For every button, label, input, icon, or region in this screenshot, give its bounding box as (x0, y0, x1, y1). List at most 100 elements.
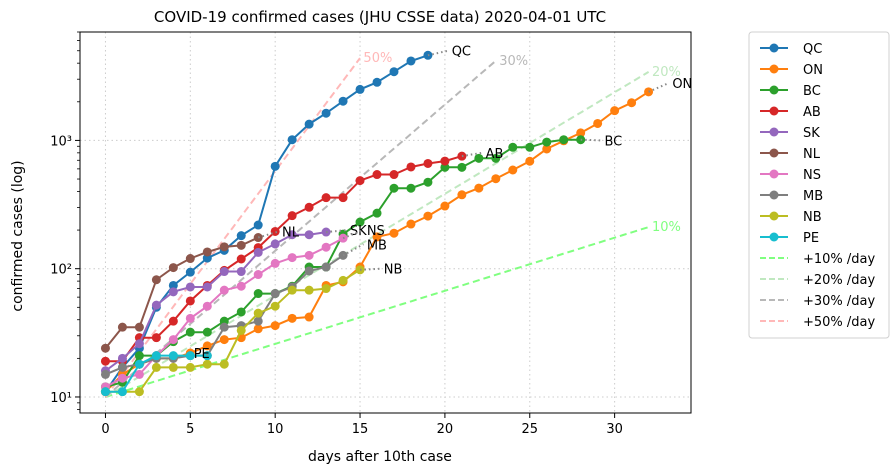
data-point (287, 211, 297, 221)
data-point (219, 322, 229, 332)
chart-title: COVID-19 confirmed cases (JHU CSSE data)… (154, 8, 606, 26)
data-point (440, 162, 450, 172)
series-PE (100, 351, 212, 397)
legend-item: NL (760, 147, 821, 162)
legend-label: NL (803, 147, 821, 162)
reference-line-20% (104, 71, 650, 398)
x-tick-label: 15 (352, 422, 369, 437)
data-point (559, 135, 569, 145)
legend: QC ON BC AB SK NL NS MB NB PE +10% /day +20% /day +3… (748, 31, 890, 339)
data-point (134, 339, 144, 349)
data-point (457, 190, 467, 200)
data-point (474, 183, 484, 193)
data-point (338, 250, 348, 260)
legend-label: PE (803, 231, 819, 246)
legend-swatch-marker (769, 64, 779, 74)
x-tick-label: 0 (101, 422, 109, 437)
data-point (236, 267, 246, 277)
series-lines (100, 50, 654, 397)
data-point (287, 253, 297, 263)
data-point (117, 362, 127, 372)
data-point (270, 161, 280, 171)
projection-line (342, 229, 364, 240)
data-point (355, 217, 365, 227)
data-point (406, 56, 416, 66)
data-point (219, 242, 229, 252)
data-point (253, 220, 263, 230)
data-point (355, 176, 365, 186)
data-point (338, 275, 348, 285)
legend-swatch-marker (769, 85, 779, 95)
data-point (253, 308, 263, 318)
data-point (406, 183, 416, 193)
legend-item: +20% /day (760, 273, 876, 288)
y-axis-label: confirmed cases (log) (10, 160, 26, 311)
data-point (253, 289, 263, 299)
data-point (168, 316, 178, 326)
reference-line-label: 30% (499, 54, 528, 69)
legend-swatch-marker (769, 232, 779, 242)
data-point (644, 87, 654, 97)
series-line (105, 268, 361, 393)
data-point (202, 282, 212, 292)
series-end-label: PE (194, 347, 210, 362)
data-point (338, 96, 348, 106)
data-point (134, 359, 144, 369)
y-tick-label: 10³ (50, 134, 72, 149)
data-point (287, 285, 297, 295)
x-tick-label: 10 (267, 422, 284, 437)
series-end-label: QC (452, 45, 471, 60)
legend-label: +10% /day (803, 252, 876, 267)
projection-line (461, 151, 483, 158)
legend-swatch-marker (769, 148, 779, 158)
legend-label: QC (803, 42, 822, 57)
data-point (491, 153, 501, 163)
legend-label: SK (803, 126, 820, 141)
data-point (202, 327, 212, 337)
data-point (372, 208, 382, 218)
data-point (270, 226, 280, 236)
legend-item: NS (760, 168, 821, 183)
data-point (168, 335, 178, 345)
legend-swatch-marker (769, 169, 779, 179)
data-point (185, 254, 195, 264)
data-point (423, 177, 433, 187)
data-point (593, 118, 603, 128)
data-point (508, 142, 518, 152)
data-point (304, 312, 314, 322)
data-point (236, 231, 246, 241)
data-point (253, 316, 263, 326)
data-point (338, 233, 348, 243)
data-point (100, 369, 110, 379)
legend-label: MB (803, 189, 823, 204)
data-point (389, 183, 399, 193)
data-point (440, 156, 450, 166)
data-point (100, 387, 110, 397)
data-point (253, 324, 263, 334)
series-end-label: BC (604, 134, 622, 149)
data-point (253, 270, 263, 280)
data-point (610, 106, 620, 116)
projection-line (580, 138, 602, 142)
data-point (134, 369, 144, 379)
legend-swatch-marker (769, 43, 779, 53)
data-point (406, 162, 416, 172)
series-end-label: NL (282, 225, 300, 240)
data-point (185, 351, 195, 361)
data-point (423, 158, 433, 168)
data-point (389, 228, 399, 238)
data-point (508, 165, 518, 175)
data-point (576, 128, 586, 138)
series-end-label: AB (486, 147, 504, 162)
data-point (542, 144, 552, 154)
data-point (168, 280, 178, 290)
data-point (100, 343, 110, 353)
data-point (321, 284, 331, 294)
legend-item: BC (760, 84, 821, 99)
data-point (168, 263, 178, 273)
series-line (104, 236, 259, 349)
data-point (457, 151, 467, 161)
data-point (185, 327, 195, 337)
projection-line (648, 82, 670, 93)
